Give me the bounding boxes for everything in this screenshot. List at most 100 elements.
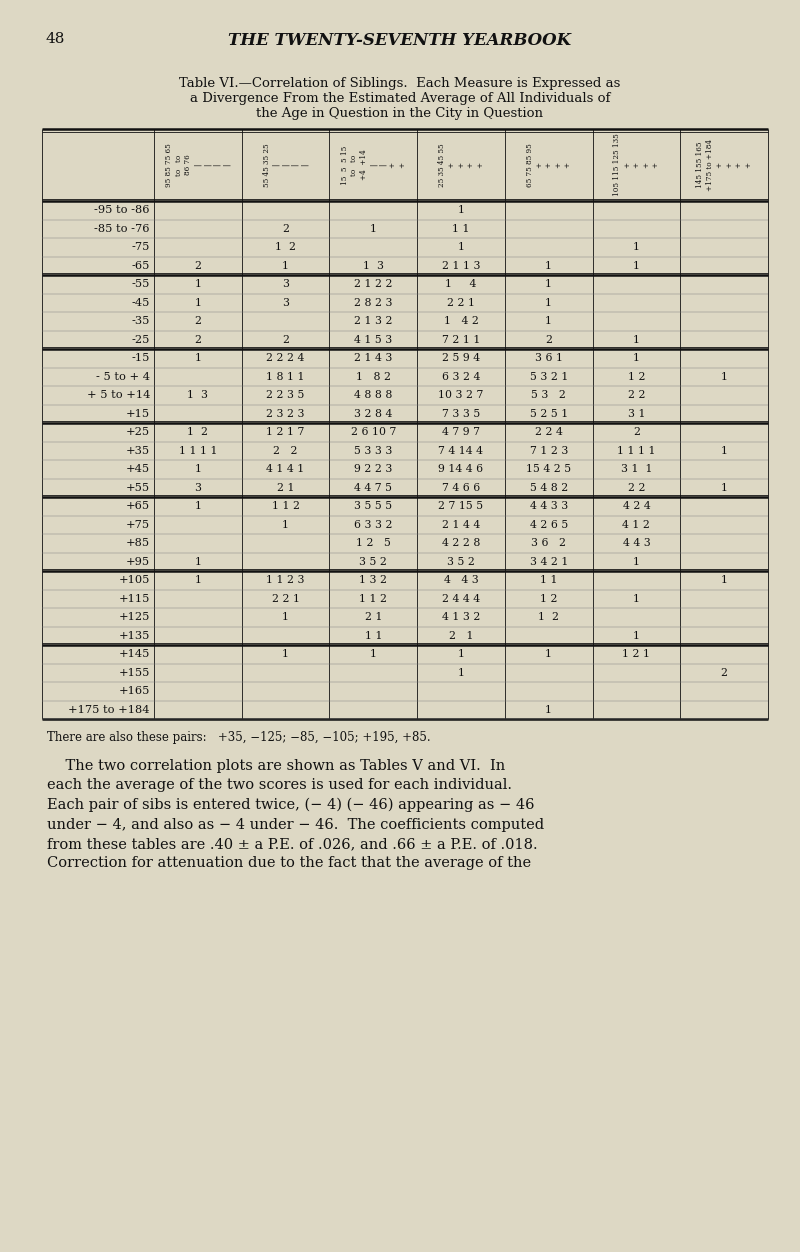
Text: from these tables are .40 ± a P.E. of .026, and .66 ± a P.E. of .018.: from these tables are .40 ± a P.E. of .0… [47, 838, 538, 851]
Text: 3: 3 [282, 279, 289, 289]
Text: 5 2 5 1: 5 2 5 1 [530, 408, 568, 418]
Text: 5 3 3 3: 5 3 3 3 [354, 446, 393, 456]
Text: 4 7 9 7: 4 7 9 7 [442, 427, 480, 437]
Text: 3 2 8 4: 3 2 8 4 [354, 408, 393, 418]
Text: 1: 1 [546, 279, 552, 289]
Text: Table VI.—Correlation of Siblings.  Each Measure is Expressed as: Table VI.—Correlation of Siblings. Each … [179, 78, 621, 90]
Text: +35: +35 [126, 446, 150, 456]
Text: 2 2: 2 2 [628, 391, 645, 401]
Text: 1: 1 [370, 650, 377, 660]
Text: 1 8 1 1: 1 8 1 1 [266, 372, 305, 382]
Text: +55: +55 [126, 483, 150, 493]
Text: 1: 1 [458, 650, 465, 660]
Text: 2 2: 2 2 [628, 483, 645, 493]
Text: 1: 1 [282, 612, 289, 622]
Text: -45: -45 [132, 298, 150, 308]
Text: +135: +135 [118, 631, 150, 641]
Text: 9 14 4 6: 9 14 4 6 [438, 464, 483, 475]
Text: 3 6   2: 3 6 2 [531, 538, 566, 548]
Text: 1: 1 [546, 705, 552, 715]
Text: 2 4 4 4: 2 4 4 4 [442, 593, 480, 603]
Text: 2 2 1: 2 2 1 [271, 593, 299, 603]
Text: 1 2: 1 2 [540, 593, 558, 603]
Text: 1: 1 [721, 575, 728, 585]
Text: 4 1 4 1: 4 1 4 1 [266, 464, 305, 475]
Text: -15: -15 [132, 353, 150, 363]
Text: 2: 2 [546, 334, 552, 344]
Text: 4 2 4: 4 2 4 [622, 501, 650, 511]
Text: 2: 2 [194, 317, 202, 327]
Text: 2 1 4 4: 2 1 4 4 [442, 520, 480, 530]
Text: 1: 1 [633, 334, 640, 344]
Text: 2: 2 [633, 427, 640, 437]
Text: +155: +155 [118, 667, 150, 677]
Text: 1: 1 [282, 260, 289, 270]
Text: 2 1: 2 1 [277, 483, 294, 493]
Text: under − 4, and also as − 4 under − 46.  The coefficients computed: under − 4, and also as − 4 under − 46. T… [47, 818, 544, 831]
Text: -55: -55 [132, 279, 150, 289]
Text: 2 2 4: 2 2 4 [534, 427, 562, 437]
Text: 1  3: 1 3 [362, 260, 384, 270]
Text: 1: 1 [282, 650, 289, 660]
Text: 3: 3 [194, 483, 202, 493]
Text: +45: +45 [126, 464, 150, 475]
Text: +145: +145 [118, 650, 150, 660]
Text: 7 4 6 6: 7 4 6 6 [442, 483, 480, 493]
Text: THE TWENTY-SEVENTH YEARBOOK: THE TWENTY-SEVENTH YEARBOOK [229, 33, 571, 49]
Text: 4 4 7 5: 4 4 7 5 [354, 483, 392, 493]
Text: 5 3 2 1: 5 3 2 1 [530, 372, 568, 382]
Text: 1: 1 [194, 279, 202, 289]
Text: 1: 1 [194, 298, 202, 308]
Text: 1 2   5: 1 2 5 [356, 538, 390, 548]
Text: 1: 1 [546, 317, 552, 327]
Text: 7 4 14 4: 7 4 14 4 [438, 446, 483, 456]
Text: 48: 48 [45, 33, 64, 46]
Text: Each pair of sibs is entered twice, (− 4) (− 46) appearing as − 46: Each pair of sibs is entered twice, (− 4… [47, 798, 534, 813]
Text: 2: 2 [282, 224, 289, 234]
Text: 5 3   2: 5 3 2 [531, 391, 566, 401]
Text: 1 1 2 3: 1 1 2 3 [266, 575, 305, 585]
Text: 65 75 85 95
+
+
+
+: 65 75 85 95 + + + + [526, 143, 572, 187]
Text: +125: +125 [118, 612, 150, 622]
Text: 1   8 2: 1 8 2 [356, 372, 390, 382]
Text: 2: 2 [194, 334, 202, 344]
Text: 2 1 1 3: 2 1 1 3 [442, 260, 480, 270]
Text: 2 1: 2 1 [365, 612, 382, 622]
Text: 4   4 3: 4 4 3 [444, 575, 478, 585]
Text: 4 2 6 5: 4 2 6 5 [530, 520, 568, 530]
Text: 1: 1 [282, 520, 289, 530]
Text: 1 1 2: 1 1 2 [271, 501, 299, 511]
Text: 4 8 8 8: 4 8 8 8 [354, 391, 393, 401]
Text: 7 1 2 3: 7 1 2 3 [530, 446, 568, 456]
Text: 1  3: 1 3 [187, 391, 208, 401]
Text: 5 4 8 2: 5 4 8 2 [530, 483, 568, 493]
Text: 55 45 35 25
|
|
|
|: 55 45 35 25 | | | | [262, 143, 309, 187]
Text: 1 3 2: 1 3 2 [359, 575, 387, 585]
Text: The two correlation plots are shown as Tables V and VI.  In: The two correlation plots are shown as T… [47, 759, 506, 772]
Text: 3 1: 3 1 [628, 408, 645, 418]
Text: 2   1: 2 1 [449, 631, 474, 641]
Text: 2: 2 [282, 334, 289, 344]
Text: 1: 1 [546, 650, 552, 660]
Text: 7 2 1 1: 7 2 1 1 [442, 334, 480, 344]
Text: 1: 1 [633, 242, 640, 252]
Text: 1: 1 [458, 205, 465, 215]
Text: 3 4 2 1: 3 4 2 1 [530, 557, 568, 567]
Text: 15  5  5 15
to   to
+4  +14
|
|
+
+: 15 5 5 15 to to +4 +14 | | + + [341, 145, 406, 184]
Text: +85: +85 [126, 538, 150, 548]
Text: 7 3 3 5: 7 3 3 5 [442, 408, 480, 418]
Text: 1  2: 1 2 [275, 242, 296, 252]
Text: 25 35 45 55
+
+
+
+: 25 35 45 55 + + + + [438, 143, 484, 187]
Text: 1: 1 [721, 446, 728, 456]
Text: + 5 to +14: + 5 to +14 [86, 391, 150, 401]
Text: There are also these pairs:   +35, −125; −85, −105; +195, +85.: There are also these pairs: +35, −125; −… [47, 731, 430, 744]
Text: 2 1 2 2: 2 1 2 2 [354, 279, 393, 289]
Text: 2 5 9 4: 2 5 9 4 [442, 353, 480, 363]
Text: +165: +165 [118, 686, 150, 696]
Text: -25: -25 [132, 334, 150, 344]
Text: 1: 1 [194, 464, 202, 475]
Text: 1: 1 [370, 224, 377, 234]
Text: 1   4 2: 1 4 2 [443, 317, 478, 327]
Text: 1: 1 [721, 483, 728, 493]
Text: 1 2: 1 2 [628, 372, 645, 382]
